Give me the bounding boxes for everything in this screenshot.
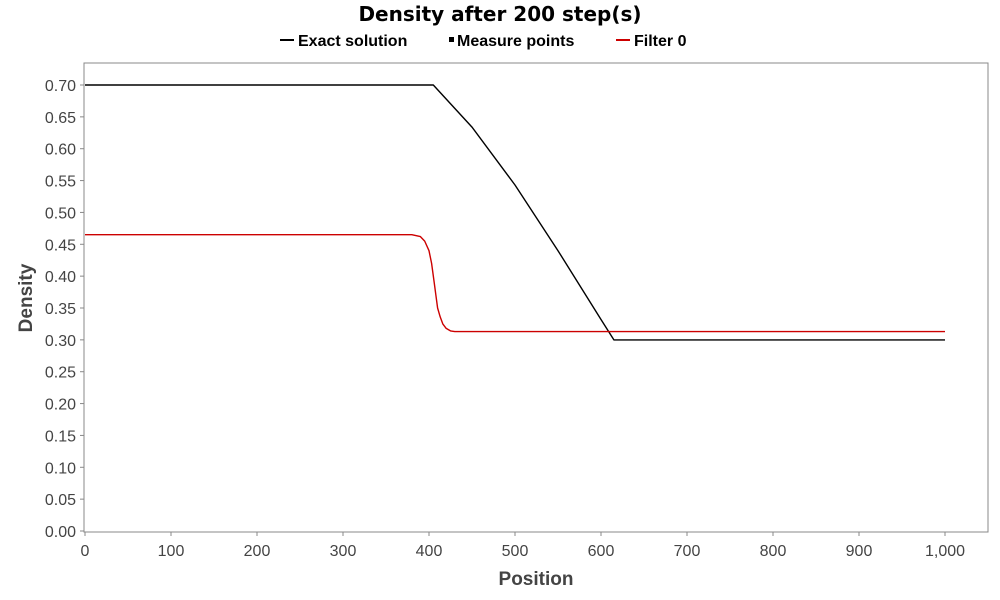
y-tick-label: 0.30 (45, 333, 76, 350)
x-tick-label: 300 (330, 543, 357, 560)
y-tick-label: 0.65 (45, 110, 76, 127)
legend-item-exact-solution: Exact solution (280, 33, 407, 50)
y-tick-label: 0.45 (45, 237, 76, 254)
y-tick-label: 0.60 (45, 142, 76, 159)
x-tick-label: 900 (846, 543, 873, 560)
chart-title: Density after 200 step(s) (358, 2, 641, 26)
x-tick-label: 700 (674, 543, 701, 560)
x-tick-label: 0 (81, 543, 90, 560)
y-tick-label: 0.05 (45, 492, 76, 509)
y-tick-label: 0.25 (45, 365, 76, 382)
x-tick-label: 100 (158, 543, 185, 560)
legend-item-filter-0: Filter 0 (616, 33, 687, 50)
x-tick-label: 400 (416, 543, 443, 560)
x-axis: 0 100 200 300 400 500 600 700 800 900 1,000 (81, 532, 965, 560)
plot-area (83, 62, 989, 533)
y-axis: 0.00 0.05 0.10 0.15 0.20 0.25 0.30 0.35 0.40 0.45… (45, 78, 84, 541)
y-tick-label: 0.55 (45, 174, 76, 191)
x-tick-label: 500 (502, 543, 529, 560)
y-tick-label: 0.00 (45, 524, 76, 541)
legend-label: Filter 0 (634, 33, 687, 50)
x-tick-label: 1,000 (925, 543, 965, 560)
y-tick-label: 0.15 (45, 428, 76, 445)
chart-legend: Exact solution Measure points Filter 0 (280, 33, 687, 50)
legend-label: Measure points (457, 33, 574, 50)
y-tick-label: 0.20 (45, 397, 76, 414)
x-tick-label: 800 (760, 543, 787, 560)
y-tick-label: 0.10 (45, 460, 76, 477)
y-tick-label: 0.35 (45, 301, 76, 318)
legend-swatch-square (449, 37, 454, 42)
y-tick-label: 0.50 (45, 205, 76, 222)
y-axis-label: Density (16, 263, 37, 332)
y-tick-label: 0.70 (45, 78, 76, 95)
series-layer (85, 84, 945, 341)
series-line-filter-0 (85, 233, 945, 333)
y-tick-label: 0.40 (45, 269, 76, 286)
legend-item-measure-points: Measure points (449, 33, 574, 50)
x-tick-label: 200 (244, 543, 271, 560)
x-tick-label: 600 (588, 543, 615, 560)
series-line-exact-solution (85, 84, 945, 341)
x-axis-label: Position (499, 569, 574, 590)
legend-label: Exact solution (298, 33, 407, 50)
